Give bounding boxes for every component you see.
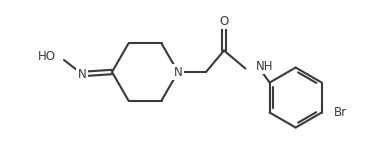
Text: N: N bbox=[78, 68, 86, 81]
Text: NH: NH bbox=[255, 60, 273, 73]
Text: N: N bbox=[174, 66, 183, 78]
Text: HO: HO bbox=[38, 50, 56, 63]
Text: Br: Br bbox=[334, 106, 347, 119]
Text: O: O bbox=[219, 15, 229, 28]
